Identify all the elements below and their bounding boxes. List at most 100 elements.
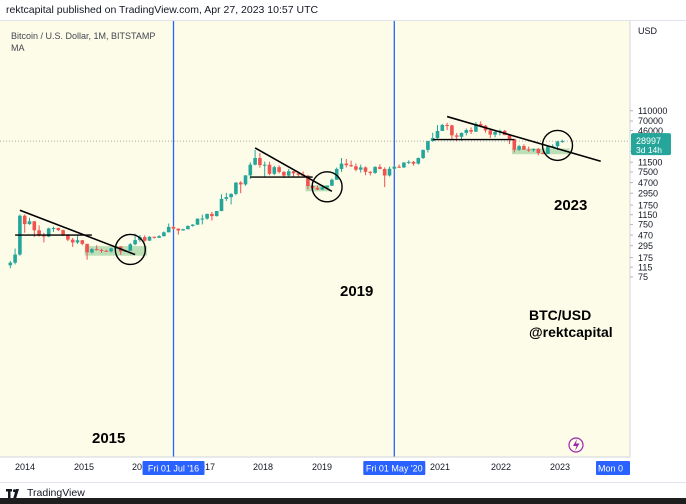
candle-body[interactable] [291,171,296,174]
candle-body[interactable] [75,240,80,243]
candle-body[interactable] [267,164,272,174]
candle-body[interactable] [454,135,459,137]
candle-body[interactable] [325,185,329,188]
candle-body[interactable] [142,237,147,241]
candle-body[interactable] [435,130,440,139]
candle-body[interactable] [248,164,253,176]
candle-body[interactable] [349,165,353,167]
candle-body[interactable] [258,158,262,166]
candle-body[interactable] [373,166,377,173]
price-axis[interactable] [630,21,686,483]
candle-body[interactable] [354,166,358,170]
candle-body[interactable] [330,179,334,186]
candle-body[interactable] [440,124,445,131]
candle-body[interactable] [46,228,51,237]
candle-body[interactable] [306,175,310,187]
candle-body[interactable] [210,213,214,217]
candle-body[interactable] [478,124,483,126]
candle-body[interactable] [94,249,99,251]
candle-body[interactable] [517,146,521,150]
candle-body[interactable] [320,187,325,190]
candle-body[interactable] [411,161,416,164]
candle-body[interactable] [8,262,13,266]
candle-body[interactable] [56,228,61,231]
candle-body[interactable] [229,193,233,198]
candle-body[interactable] [426,141,430,150]
candle-body[interactable] [459,132,464,137]
candle-body[interactable] [387,168,392,176]
candle-body[interactable] [61,230,65,235]
candle-body[interactable] [406,161,411,163]
candle-body[interactable] [195,218,200,225]
candle-body[interactable] [85,243,89,253]
candle-body[interactable] [238,182,243,185]
candle-body[interactable] [147,236,152,241]
candle-body[interactable] [392,166,397,169]
candlestick-chart[interactable]: 2015 2019 2023 BTC/USD@rektcapital USD 110000… [0,21,686,483]
candle-body[interactable] [536,149,541,154]
candle-body[interactable] [253,158,257,165]
candle-body[interactable] [22,215,27,225]
candle-body[interactable] [13,254,17,263]
candle-body[interactable] [282,171,286,176]
candle-body[interactable] [541,153,545,155]
candle-body[interactable] [27,221,32,225]
lightning-icon[interactable] [568,437,584,453]
candle-body[interactable] [507,135,512,139]
candle-body[interactable] [402,162,406,168]
candle-body[interactable] [358,167,363,170]
candle-body[interactable] [99,249,104,251]
candle-body[interactable] [219,198,224,212]
candle-body[interactable] [488,130,493,135]
candle-body[interactable] [421,149,425,159]
candle-body[interactable] [190,224,195,226]
candle-body[interactable] [214,211,219,217]
candle-body[interactable] [181,229,185,231]
candle-body[interactable] [339,163,344,169]
candle-body[interactable] [186,226,190,230]
candle-body[interactable] [224,197,229,199]
candle-body[interactable] [277,167,281,172]
candle-body[interactable] [474,124,478,132]
candle-body[interactable] [104,250,109,252]
candle-body[interactable] [133,240,137,245]
candle-body[interactable] [80,240,85,244]
candle-body[interactable] [51,228,56,230]
candle-body[interactable] [37,230,41,236]
candle-body[interactable] [171,226,176,229]
candle-body[interactable] [176,228,181,231]
candle-body[interactable] [368,171,373,173]
candle-body[interactable] [200,218,205,220]
candle-body[interactable] [382,168,387,176]
candle-body[interactable] [469,130,473,132]
candle-body[interactable] [344,163,349,166]
candle-body[interactable] [526,149,531,151]
chart-area[interactable]: 2015 2019 2023 BTC/USD @rektcapital USD 110000… [0,20,686,483]
candle-body[interactable] [32,221,37,231]
time-axis[interactable] [0,457,686,483]
tradingview-brand[interactable]: TradingView [6,486,85,500]
candle-body[interactable] [378,166,382,169]
candle-body[interactable] [363,167,368,172]
candle-body[interactable] [90,249,94,253]
candle-body[interactable] [560,141,565,143]
candle-body[interactable] [272,167,277,174]
candle-body[interactable] [243,175,248,185]
candle-body[interactable] [152,236,157,238]
candle-body[interactable] [450,125,454,136]
candle-body[interactable] [546,146,550,154]
candle-body[interactable] [234,182,238,194]
candle-body[interactable] [531,149,536,151]
candle-body[interactable] [42,235,46,237]
candle-body[interactable] [397,166,401,168]
candle-body[interactable] [166,226,171,233]
candle-body[interactable] [512,138,517,150]
candle-body[interactable] [157,236,161,238]
candle-body[interactable] [464,130,469,133]
candle-body[interactable] [162,232,166,237]
candle-body[interactable] [445,124,449,126]
candle-body[interactable] [109,248,113,252]
candle-body[interactable] [416,158,421,164]
candle-body[interactable] [555,141,560,147]
candle-body[interactable] [493,132,497,135]
